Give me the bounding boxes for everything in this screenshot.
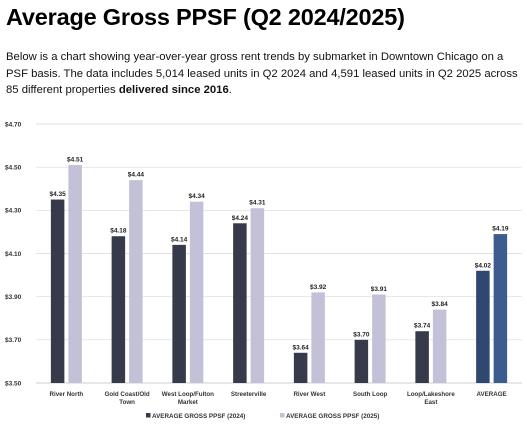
x-category-label: Town (119, 399, 135, 406)
description-bold-text: delivered since 2016 (118, 84, 229, 96)
data-label: $4.35 (49, 191, 66, 198)
data-label: $3.64 (292, 344, 309, 351)
y-axis-ticks: $3.50 $3.70 $3.90 $4.10 $4.30 $4.50 $4.70 (5, 121, 22, 387)
description-text: Below is a chart showing year-over-year … (6, 51, 518, 96)
data-label: $4.14 (171, 236, 188, 243)
x-category-label: East (424, 399, 437, 406)
bar-2024 (415, 331, 429, 383)
bar-2024 (50, 199, 65, 383)
x-category-label: River West (293, 391, 325, 398)
bar-2025 (493, 234, 508, 383)
data-label: $4.24 (232, 215, 249, 222)
y-tick-label: $4.30 (5, 208, 22, 215)
data-label: $4.34 (188, 193, 205, 200)
data-label: $4.19 (492, 226, 509, 233)
x-category-label: South Loop (353, 391, 388, 398)
y-tick-label: $3.50 (5, 380, 22, 387)
data-labels: $4.35 $4.51 $4.18 $4.44 $4.14 $4.34 $4.24 $4.31… (49, 157, 508, 352)
bar-2024 (293, 352, 308, 383)
bar-2024 (476, 270, 490, 383)
bar-2024 (111, 236, 126, 383)
x-category-label: West Loop/Fulton (162, 391, 214, 398)
description-end: . (228, 84, 232, 96)
chart-description: Below is a chart showing year-over-year … (6, 49, 524, 99)
legend-swatch-2025 (280, 413, 285, 418)
bar-2024 (172, 244, 186, 383)
bar-2025 (311, 292, 325, 383)
bar-2025 (250, 208, 265, 383)
y-tick-label: $3.90 (5, 294, 22, 301)
data-label: $3.91 (371, 286, 388, 293)
x-category-label: AVERAGE (477, 391, 507, 398)
x-category-label: River North (50, 391, 84, 398)
data-label: $4.31 (249, 200, 266, 207)
data-label: $4.02 (475, 262, 492, 269)
bar-2025 (68, 165, 82, 383)
data-label: $4.51 (67, 157, 84, 164)
bars (50, 165, 508, 383)
bar-2025 (129, 180, 143, 383)
bar-2024 (354, 339, 369, 383)
y-tick-label: $4.10 (5, 251, 22, 258)
legend-label-2025: AVERAGE GROSS PPSF (2025) (286, 413, 379, 420)
data-label: $3.74 (414, 323, 431, 330)
x-category-label: Streeterville (231, 391, 267, 398)
page-title: Average Gross PPSF (Q2 2024/2025) (6, 4, 405, 30)
legend-label-2024: AVERAGE GROSS PPSF (2024) (152, 413, 245, 420)
legend: AVERAGE GROSS PPSF (2024) AVERAGE GROSS P… (146, 413, 379, 420)
data-label: $3.92 (310, 284, 327, 291)
data-label: $3.84 (431, 301, 448, 308)
x-category-label: Market (178, 399, 198, 406)
data-label: $4.18 (110, 228, 127, 235)
bar-2025 (372, 294, 386, 383)
y-tick-label: $4.50 (5, 164, 22, 171)
x-category-label: Loop/Lakeshore (407, 391, 455, 398)
bar-2024 (233, 223, 247, 383)
y-tick-label: $3.70 (5, 337, 22, 344)
x-category-label: Gold Coast/Old (105, 391, 150, 398)
gridlines (36, 123, 522, 384)
y-tick-label: $4.70 (5, 121, 22, 128)
bar-2025 (189, 201, 204, 383)
bar-2025 (432, 309, 447, 383)
data-label: $3.70 (353, 331, 370, 338)
data-label: $4.44 (128, 172, 145, 179)
legend-swatch-2024 (146, 413, 151, 418)
